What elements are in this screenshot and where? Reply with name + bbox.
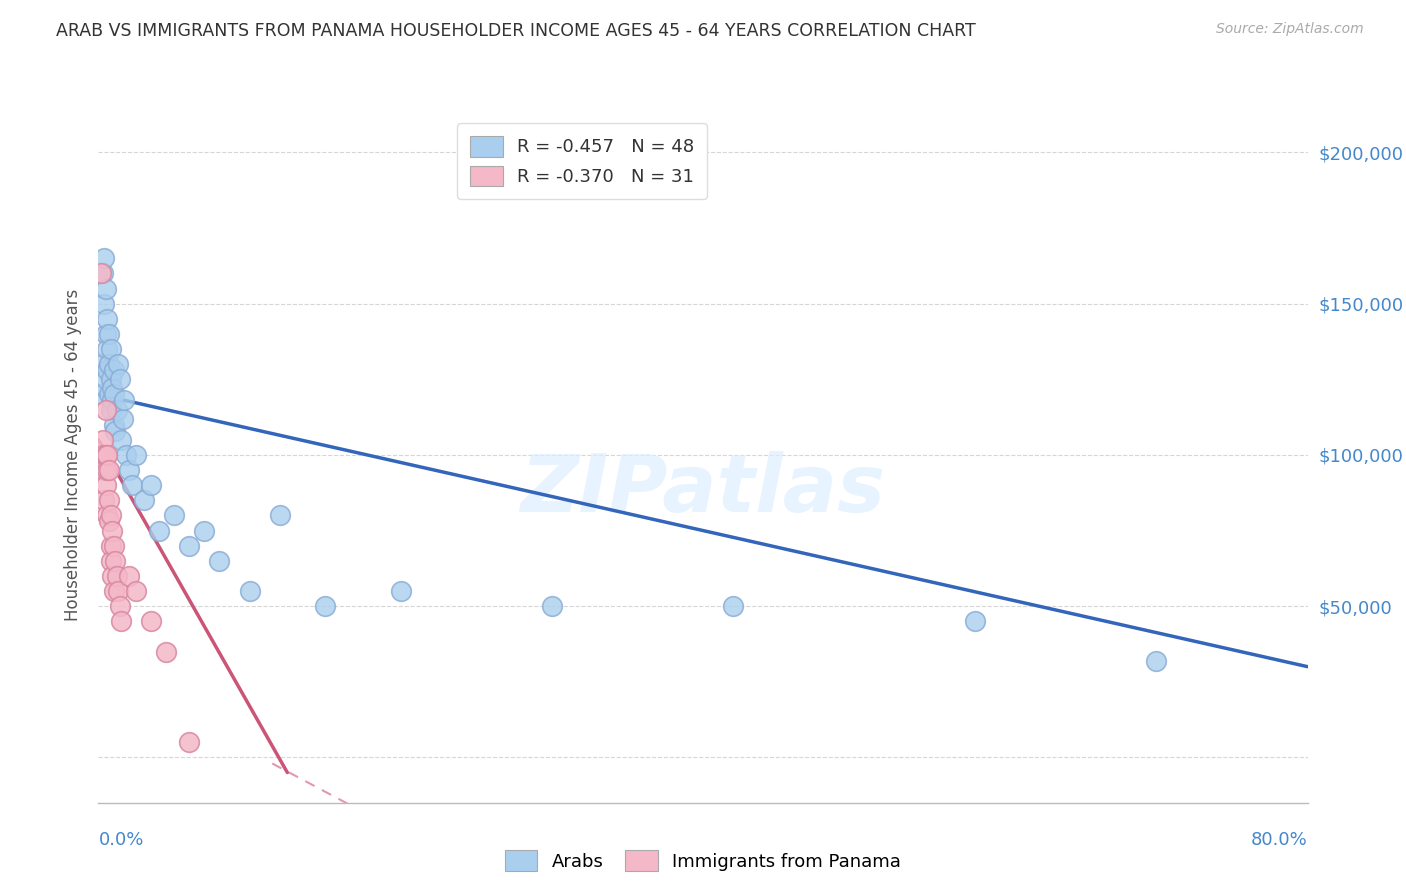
Point xyxy=(94,448,117,462)
Point xyxy=(94,402,117,417)
Point xyxy=(208,554,231,568)
Point xyxy=(98,387,121,401)
Text: ZIPatlas: ZIPatlas xyxy=(520,450,886,529)
Legend: R = -0.457   N = 48, R = -0.370   N = 31: R = -0.457 N = 48, R = -0.370 N = 31 xyxy=(457,123,707,199)
Point xyxy=(98,326,121,341)
Point xyxy=(98,515,121,529)
Point xyxy=(96,363,118,377)
Point xyxy=(163,508,186,523)
Point xyxy=(103,417,125,432)
Point xyxy=(112,393,135,408)
Point xyxy=(105,569,128,583)
Point xyxy=(103,387,125,401)
Point xyxy=(148,524,170,538)
Point xyxy=(94,372,117,386)
Point xyxy=(108,372,131,386)
Point xyxy=(179,539,201,553)
Point xyxy=(91,448,114,462)
Point xyxy=(100,342,122,356)
Point xyxy=(103,539,125,553)
Point xyxy=(107,584,129,599)
Point xyxy=(96,508,118,523)
Point xyxy=(118,463,141,477)
Point xyxy=(90,267,112,281)
Point xyxy=(141,478,163,492)
Point xyxy=(104,424,127,438)
Point xyxy=(141,615,163,629)
Point xyxy=(723,599,745,614)
Point xyxy=(125,584,148,599)
Legend: Arabs, Immigrants from Panama: Arabs, Immigrants from Panama xyxy=(498,843,908,879)
Point xyxy=(101,569,124,583)
Text: Source: ZipAtlas.com: Source: ZipAtlas.com xyxy=(1216,22,1364,37)
Point xyxy=(105,402,128,417)
Point xyxy=(100,539,122,553)
Point xyxy=(94,281,117,295)
Point xyxy=(93,463,115,477)
Point xyxy=(91,357,114,371)
Point xyxy=(96,342,118,356)
Point xyxy=(118,569,141,583)
Point xyxy=(93,252,115,266)
Point xyxy=(100,508,122,523)
Point xyxy=(101,393,124,408)
Point xyxy=(107,357,129,371)
Point xyxy=(155,644,177,658)
Point xyxy=(90,387,112,401)
Point xyxy=(98,463,121,477)
Point xyxy=(103,363,125,377)
Point xyxy=(96,311,118,326)
Point xyxy=(121,478,143,492)
Point xyxy=(101,381,124,395)
Point xyxy=(389,584,412,599)
Point xyxy=(91,267,114,281)
Y-axis label: Householder Income Ages 45 - 64 years: Householder Income Ages 45 - 64 years xyxy=(65,289,83,621)
Point xyxy=(314,599,336,614)
Point xyxy=(93,493,115,508)
Text: 80.0%: 80.0% xyxy=(1251,830,1308,848)
Point xyxy=(111,411,134,425)
Point xyxy=(98,357,121,371)
Point xyxy=(179,735,201,749)
Point xyxy=(540,599,562,614)
Point xyxy=(96,448,118,462)
Text: 0.0%: 0.0% xyxy=(98,830,143,848)
Point xyxy=(108,599,131,614)
Point xyxy=(1144,654,1167,668)
Point xyxy=(91,433,114,447)
Point xyxy=(100,554,122,568)
Point xyxy=(110,433,132,447)
Point xyxy=(98,493,121,508)
Point xyxy=(239,584,262,599)
Point xyxy=(101,524,124,538)
Point xyxy=(125,448,148,462)
Text: ARAB VS IMMIGRANTS FROM PANAMA HOUSEHOLDER INCOME AGES 45 - 64 YEARS CORRELATION: ARAB VS IMMIGRANTS FROM PANAMA HOUSEHOLD… xyxy=(56,22,976,40)
Point xyxy=(193,524,215,538)
Point xyxy=(93,296,115,310)
Point xyxy=(100,402,122,417)
Point xyxy=(103,584,125,599)
Point xyxy=(104,554,127,568)
Point xyxy=(114,448,136,462)
Point xyxy=(132,493,155,508)
Point xyxy=(96,463,118,477)
Point xyxy=(965,615,987,629)
Point xyxy=(100,372,122,386)
Point xyxy=(94,326,117,341)
Point xyxy=(110,615,132,629)
Point xyxy=(269,508,291,523)
Point xyxy=(94,478,117,492)
